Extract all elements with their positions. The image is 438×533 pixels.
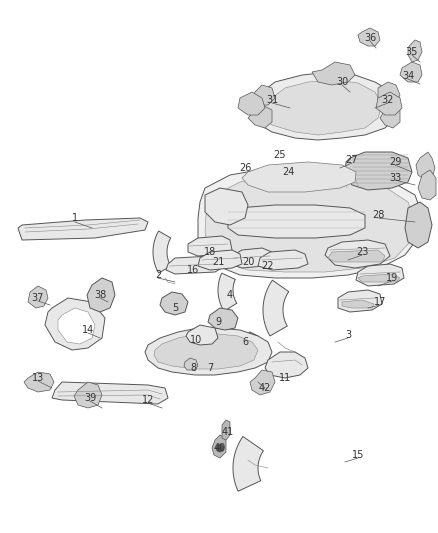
Polygon shape <box>356 264 404 286</box>
Polygon shape <box>265 352 308 378</box>
Polygon shape <box>145 328 272 375</box>
Polygon shape <box>160 292 188 315</box>
Polygon shape <box>205 172 415 272</box>
Polygon shape <box>188 236 232 256</box>
Polygon shape <box>208 308 238 330</box>
Text: 13: 13 <box>32 373 44 383</box>
Polygon shape <box>238 92 265 115</box>
Polygon shape <box>205 188 248 225</box>
Polygon shape <box>338 290 382 312</box>
Polygon shape <box>418 170 436 200</box>
Polygon shape <box>345 152 412 190</box>
Text: 4: 4 <box>227 290 233 300</box>
Text: 1: 1 <box>72 213 78 223</box>
Text: 41: 41 <box>222 427 234 437</box>
Polygon shape <box>258 250 308 270</box>
Polygon shape <box>184 358 198 370</box>
Text: 3: 3 <box>345 330 351 340</box>
Polygon shape <box>238 332 260 350</box>
Polygon shape <box>400 62 422 82</box>
Text: 2: 2 <box>155 270 161 280</box>
Polygon shape <box>342 300 374 308</box>
Text: 6: 6 <box>242 337 248 347</box>
Polygon shape <box>58 308 95 344</box>
Text: 40: 40 <box>214 443 226 453</box>
Polygon shape <box>376 92 402 115</box>
Text: 9: 9 <box>215 317 221 327</box>
Text: 15: 15 <box>352 450 364 460</box>
Polygon shape <box>153 231 171 273</box>
Text: 30: 30 <box>336 77 348 87</box>
Polygon shape <box>218 273 237 311</box>
Polygon shape <box>230 248 274 268</box>
Text: 24: 24 <box>282 167 294 177</box>
Polygon shape <box>416 152 435 180</box>
Text: 11: 11 <box>279 373 291 383</box>
Polygon shape <box>325 240 390 268</box>
Polygon shape <box>28 286 48 308</box>
Polygon shape <box>18 218 148 240</box>
Text: 28: 28 <box>372 210 384 220</box>
Polygon shape <box>198 165 422 278</box>
Text: 21: 21 <box>212 257 224 267</box>
Text: 18: 18 <box>204 247 216 257</box>
Polygon shape <box>252 85 275 105</box>
Text: 25: 25 <box>274 150 286 160</box>
Text: 34: 34 <box>402 71 414 81</box>
Polygon shape <box>212 435 226 458</box>
Polygon shape <box>222 420 230 440</box>
Polygon shape <box>24 372 54 392</box>
Polygon shape <box>250 370 275 395</box>
Text: 42: 42 <box>259 383 271 393</box>
Polygon shape <box>74 382 102 408</box>
Text: 39: 39 <box>84 393 96 403</box>
Polygon shape <box>248 105 272 128</box>
Text: 19: 19 <box>386 273 398 283</box>
Polygon shape <box>45 298 105 350</box>
Text: 27: 27 <box>346 155 358 165</box>
Text: 29: 29 <box>389 157 401 167</box>
Text: 37: 37 <box>32 293 44 303</box>
Circle shape <box>216 444 224 452</box>
Polygon shape <box>87 278 115 312</box>
Polygon shape <box>52 382 168 404</box>
Text: 7: 7 <box>207 363 213 373</box>
Polygon shape <box>166 256 222 274</box>
Polygon shape <box>186 325 218 345</box>
Text: 10: 10 <box>190 335 202 345</box>
Text: 36: 36 <box>364 33 376 43</box>
Text: 26: 26 <box>239 163 251 173</box>
Polygon shape <box>255 80 382 135</box>
Polygon shape <box>198 250 242 270</box>
Text: 17: 17 <box>374 297 386 307</box>
Text: 5: 5 <box>172 303 178 313</box>
Text: 32: 32 <box>382 95 394 105</box>
Text: 8: 8 <box>190 363 196 373</box>
Polygon shape <box>358 28 380 46</box>
Text: 35: 35 <box>406 47 418 57</box>
Polygon shape <box>263 280 289 336</box>
Text: 12: 12 <box>142 395 154 405</box>
Polygon shape <box>380 105 400 128</box>
Polygon shape <box>408 40 422 62</box>
Text: 20: 20 <box>242 257 254 267</box>
Polygon shape <box>228 205 365 238</box>
Text: 31: 31 <box>266 95 278 105</box>
Polygon shape <box>378 82 400 107</box>
Text: 14: 14 <box>82 325 94 335</box>
Polygon shape <box>233 437 263 491</box>
Polygon shape <box>154 334 258 369</box>
Text: 22: 22 <box>262 261 274 271</box>
Text: 33: 33 <box>389 173 401 183</box>
Polygon shape <box>328 250 385 262</box>
Polygon shape <box>405 202 432 248</box>
Polygon shape <box>242 162 356 192</box>
Text: 23: 23 <box>356 247 368 257</box>
Text: 38: 38 <box>94 290 106 300</box>
Polygon shape <box>312 62 355 85</box>
Text: 16: 16 <box>187 265 199 275</box>
Polygon shape <box>248 72 398 140</box>
Polygon shape <box>358 274 400 282</box>
